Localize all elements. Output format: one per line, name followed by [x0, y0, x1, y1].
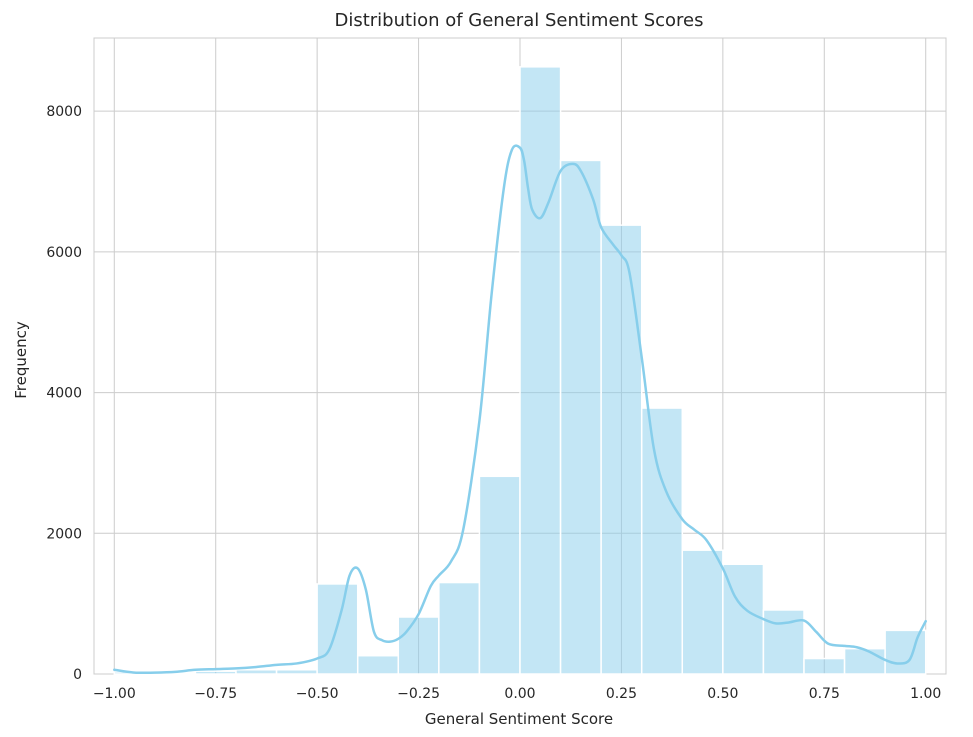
histogram-bar: [640, 407, 684, 675]
histogram-bar: [884, 629, 927, 675]
x-tick-label: 0.75: [809, 686, 840, 702]
histogram-bar: [235, 669, 278, 675]
histogram-bar: [478, 475, 521, 675]
x-tick-label: −0.25: [397, 686, 440, 702]
kde-curve-layer: [113, 144, 927, 675]
histogram-bar: [397, 616, 440, 675]
kde-curve: [113, 144, 927, 675]
histogram-bar: [600, 224, 643, 675]
x-tick-label: −0.50: [296, 686, 339, 702]
histogram-bar: [519, 66, 562, 675]
histogram-bar: [356, 654, 400, 675]
y-tick-labels: 0 2000 4000 6000 8000: [46, 104, 82, 683]
histogram-bar: [803, 657, 846, 675]
x-axis-label: General Sentiment Score: [425, 710, 613, 728]
x-tick-label: 1.00: [910, 686, 941, 702]
x-tick-label: 0.00: [504, 686, 535, 702]
x-tick-label: 0.25: [606, 686, 637, 702]
histogram-bars: [113, 66, 927, 675]
histogram-bar: [438, 581, 481, 675]
y-tick-label: 2000: [46, 526, 82, 542]
chart-title: Distribution of General Sentiment Scores: [334, 10, 703, 31]
x-tick-labels: −1.00 −0.75 −0.50 −0.25 0.00 0.25 0.50 0.75 1.00: [93, 686, 941, 702]
histogram-bar: [559, 159, 602, 675]
x-tick-label: −1.00: [93, 686, 136, 702]
y-tick-label: 6000: [46, 245, 82, 261]
y-tick-label: 0: [73, 667, 82, 683]
histogram-bar: [843, 647, 886, 675]
histogram-bar: [681, 549, 724, 675]
x-tick-label: −0.75: [194, 686, 237, 702]
y-axis-label: Frequency: [12, 321, 30, 399]
histogram-bar: [275, 669, 318, 675]
x-tick-label: 0.50: [707, 686, 738, 702]
y-tick-label: 8000: [46, 104, 82, 120]
histogram-bar: [194, 670, 237, 675]
y-tick-label: 4000: [46, 386, 82, 402]
